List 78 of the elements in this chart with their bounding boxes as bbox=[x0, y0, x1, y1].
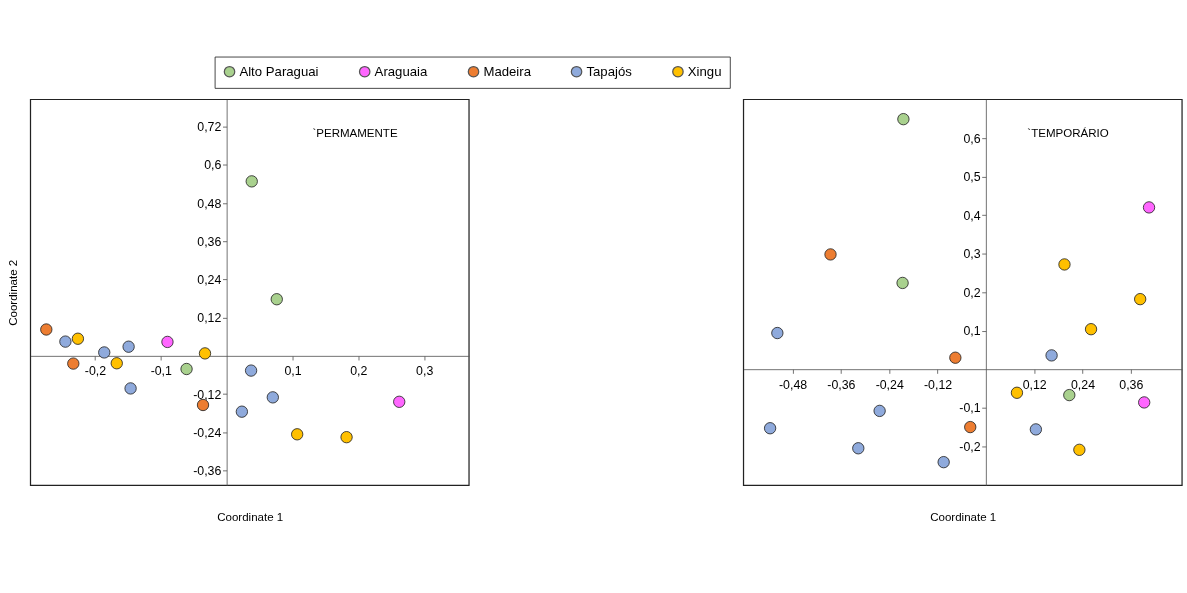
point bbox=[180, 362, 193, 376]
point bbox=[964, 421, 977, 434]
y-tick-label: 0,6 bbox=[963, 131, 981, 146]
y-tick-label: 0,5 bbox=[963, 170, 981, 185]
x-tick-label: 0,24 bbox=[1070, 377, 1096, 392]
point bbox=[122, 340, 135, 353]
point bbox=[1058, 258, 1071, 271]
x-axis-title: Coordinate 1 bbox=[930, 511, 997, 524]
point bbox=[245, 175, 258, 188]
point bbox=[1073, 443, 1086, 456]
point bbox=[949, 351, 962, 364]
y-tick-label: 0,4 bbox=[963, 208, 981, 223]
y-tick-label: 0,24 bbox=[197, 273, 222, 288]
point bbox=[1045, 349, 1058, 362]
point bbox=[71, 332, 84, 345]
point bbox=[824, 248, 837, 261]
y-tick-label: 0,3 bbox=[963, 247, 981, 262]
y-tick-label: -0,24 bbox=[193, 425, 222, 440]
x-tick-label: -0,36 bbox=[827, 377, 856, 392]
point bbox=[937, 456, 950, 469]
point bbox=[771, 326, 784, 340]
y-tick-label: -0,12 bbox=[193, 387, 222, 402]
point bbox=[244, 364, 258, 377]
x-tick-label: 0,36 bbox=[1119, 377, 1144, 392]
point bbox=[897, 113, 910, 126]
point bbox=[67, 357, 80, 370]
point bbox=[896, 276, 909, 290]
point bbox=[1063, 389, 1076, 402]
point bbox=[291, 428, 304, 441]
point bbox=[393, 395, 406, 408]
x-tick-label: 0,12 bbox=[1022, 377, 1047, 392]
point bbox=[235, 405, 248, 418]
y-axis-title: Coordinate 2 bbox=[6, 259, 19, 326]
y-tick-label: 0,48 bbox=[197, 196, 222, 211]
x-tick-label: 0,1 bbox=[284, 364, 302, 379]
x-tick-label: -0,2 bbox=[84, 364, 107, 379]
y-tick-label: 0,12 bbox=[197, 311, 222, 326]
annotation: `PERMAMENTE bbox=[312, 127, 398, 140]
point bbox=[1029, 423, 1042, 436]
legend-label: Araguaia bbox=[374, 63, 428, 79]
x-tick-label: -0,48 bbox=[778, 377, 808, 392]
x-tick-label: -0,1 bbox=[150, 364, 173, 379]
y-tick-label: 0,72 bbox=[197, 120, 222, 135]
point bbox=[340, 431, 353, 444]
point bbox=[40, 323, 53, 336]
y-tick-label: 0,2 bbox=[963, 285, 981, 300]
point bbox=[1010, 386, 1024, 399]
point bbox=[764, 422, 777, 435]
legend-label: Alto Paraguai bbox=[239, 63, 319, 79]
x-tick-label: -0,12 bbox=[923, 377, 953, 392]
y-tick-label: -0,2 bbox=[959, 439, 981, 454]
x-axis-title: Coordinate 1 bbox=[217, 511, 284, 524]
y-tick-label: 0,6 bbox=[204, 158, 222, 173]
legend-label: Tapajós bbox=[586, 63, 633, 79]
point bbox=[59, 335, 72, 348]
point bbox=[110, 357, 123, 370]
y-tick-label: -0,1 bbox=[959, 401, 981, 416]
point bbox=[1084, 323, 1098, 336]
point bbox=[1142, 201, 1156, 214]
y-tick-label: -0,36 bbox=[193, 464, 222, 479]
point bbox=[873, 404, 886, 417]
annotation: `TEMPORÁRIO bbox=[1027, 127, 1109, 140]
point bbox=[198, 347, 212, 360]
x-tick-label: -0,24 bbox=[875, 377, 904, 392]
x-tick-label: 0,2 bbox=[350, 364, 368, 379]
point bbox=[98, 346, 111, 359]
legend-label: Madeira bbox=[483, 63, 532, 79]
point bbox=[852, 442, 865, 455]
point bbox=[266, 391, 279, 404]
point bbox=[270, 293, 283, 306]
y-tick-label: 0,1 bbox=[963, 324, 981, 339]
point bbox=[161, 335, 174, 348]
y-tick-label: 0,36 bbox=[197, 234, 222, 249]
point bbox=[124, 382, 137, 395]
point bbox=[1134, 293, 1147, 306]
legend-label: Xingu bbox=[687, 63, 722, 79]
x-tick-label: 0,3 bbox=[416, 364, 434, 379]
point bbox=[1138, 396, 1151, 409]
